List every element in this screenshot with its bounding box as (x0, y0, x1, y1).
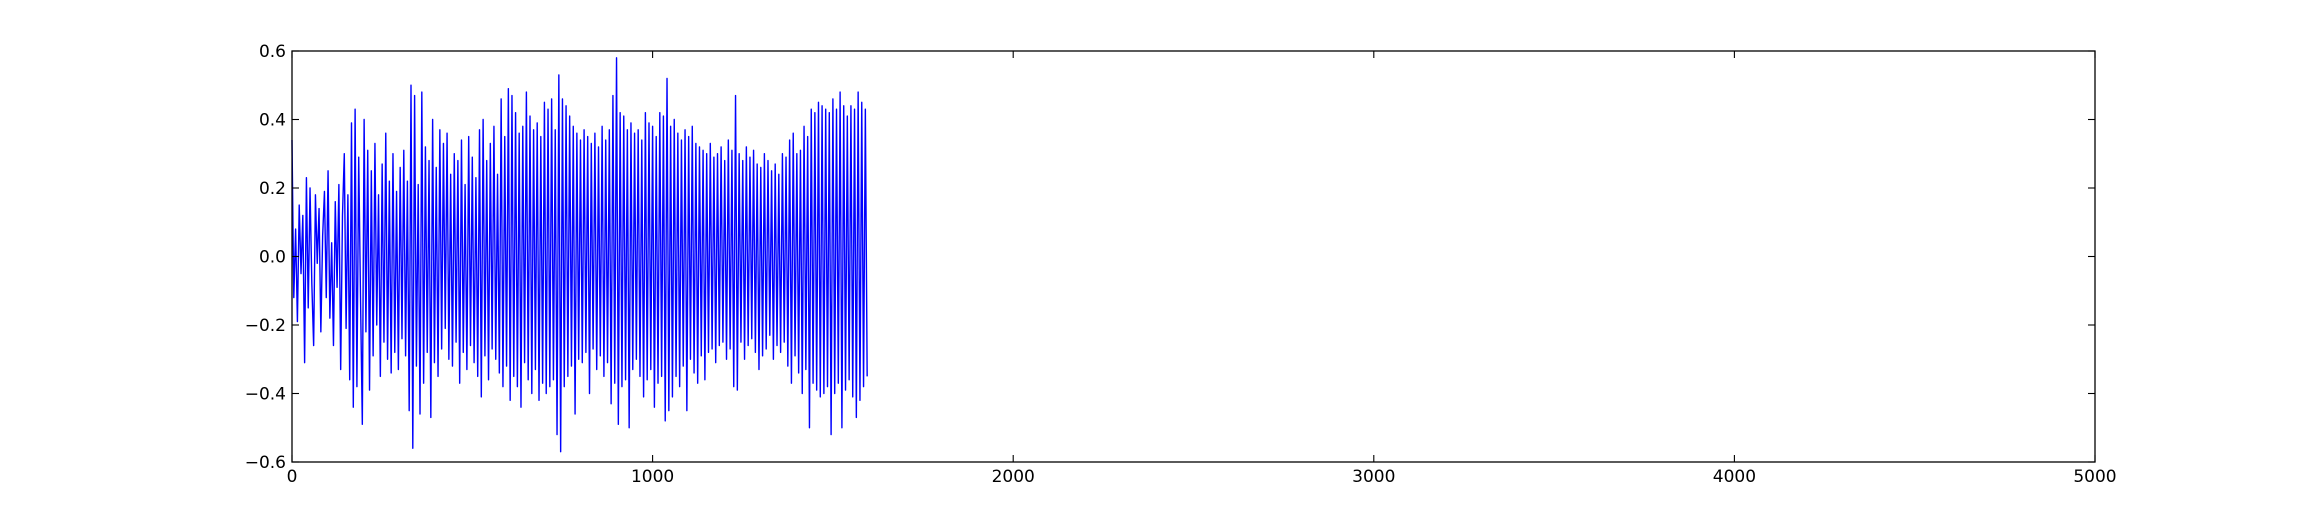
y-tick-label: 0.0 (259, 248, 286, 268)
y-tick-label: −0.6 (245, 453, 286, 473)
y-tick-label: −0.2 (245, 316, 286, 336)
x-tick-label: 4000 (1713, 467, 1756, 487)
x-tick-label: 2000 (992, 467, 1035, 487)
x-tick-label: 0 (287, 467, 298, 487)
y-axis: −0.6 −0.4 −0.2 0.0 0.2 0.4 0.6 (245, 42, 2095, 473)
y-tick-label: −0.4 (245, 385, 286, 405)
y-tick-label: 0.4 (259, 111, 286, 131)
series-layer (291, 57, 868, 453)
x-tick-label: 3000 (1352, 467, 1395, 487)
y-tick-label: 0.2 (259, 179, 286, 199)
x-tick-label: 1000 (631, 467, 674, 487)
y-tick-label: 0.6 (259, 42, 286, 62)
x-axis: 0 1000 2000 3000 4000 5000 (287, 51, 2117, 487)
x-tick-label: 5000 (2073, 467, 2116, 487)
series-line-0 (291, 57, 868, 453)
